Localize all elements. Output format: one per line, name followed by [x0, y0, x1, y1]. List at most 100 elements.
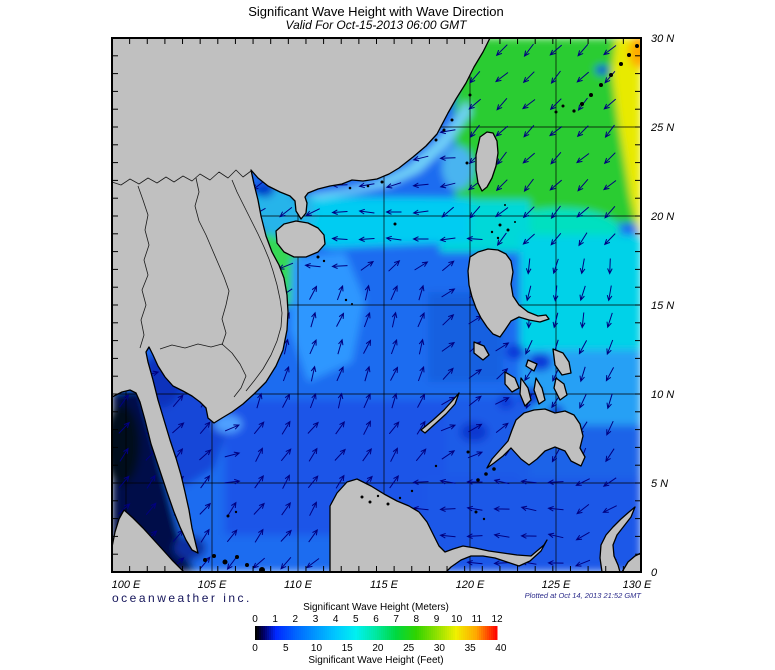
- wave-arrow: [224, 451, 241, 458]
- legend-meters-tick: 9: [434, 614, 440, 625]
- lat-label: 25 N: [650, 122, 674, 134]
- wave-arrow: [304, 263, 321, 269]
- wave-arrow: [390, 284, 398, 301]
- legend-feet-tick: 25: [403, 643, 415, 654]
- wave-arrow: [439, 182, 456, 189]
- wave-arrow: [309, 392, 317, 409]
- legend-feet-tick: 15: [342, 643, 354, 654]
- wave-arrow: [200, 474, 211, 489]
- wave-arrow: [336, 365, 344, 382]
- wave-arrow: [576, 125, 589, 138]
- wave-arrow: [310, 365, 317, 382]
- wave-arrow: [283, 338, 290, 355]
- wave-arrow: [172, 394, 184, 408]
- wave-arrow: [282, 474, 290, 489]
- wave-arrow: [552, 258, 559, 275]
- island-borneo: [329, 478, 548, 573]
- wave-arrow: [606, 339, 614, 356]
- wave-arrow: [523, 43, 534, 57]
- wave-arrow: [466, 533, 483, 539]
- wave-arrow: [607, 258, 613, 275]
- wave-arrow: [604, 124, 615, 138]
- wave-arrow: [468, 98, 482, 110]
- wave-arrow: [439, 533, 456, 539]
- legend-meters-tick: 11: [472, 614, 483, 625]
- wave-arrow: [358, 236, 375, 242]
- wave-arrow: [364, 284, 371, 301]
- legend-feet-tick: 40: [495, 643, 507, 654]
- legend-meters-tick: 3: [313, 614, 319, 625]
- wave-arrow: [335, 420, 345, 435]
- wave-arrow: [337, 338, 344, 355]
- wave-arrow: [172, 422, 185, 434]
- wave-arrow: [358, 208, 375, 215]
- wave-arrow: [550, 232, 562, 246]
- island-masbate: [525, 359, 538, 372]
- lon-label: 120 E: [456, 579, 485, 591]
- wave-arrow: [603, 233, 616, 246]
- wave-arrow: [306, 558, 320, 569]
- legend-meters-tick: 8: [414, 614, 420, 625]
- wave-arrow: [469, 205, 481, 219]
- wave-arrow: [574, 559, 591, 567]
- island-samar: [552, 348, 572, 376]
- oceanweather-credit: oceanweather inc.: [112, 591, 252, 605]
- wave-arrow: [525, 339, 533, 355]
- wave-arrow: [550, 205, 561, 219]
- wave-arrow: [364, 365, 371, 382]
- wave-arrow: [466, 236, 483, 242]
- island-sumatra: [111, 509, 185, 573]
- wave-arrow: [496, 151, 507, 165]
- wave-arrow: [522, 152, 536, 164]
- wave-arrow: [360, 260, 375, 271]
- legend-meters-tick: 0: [252, 614, 258, 625]
- legend-meters-tick: 10: [451, 614, 463, 625]
- wave-arrow: [439, 506, 456, 512]
- wave-arrow: [552, 285, 559, 302]
- wave-arrow: [440, 424, 457, 432]
- wave-arrow: [468, 368, 483, 379]
- wave-arrow: [522, 206, 535, 219]
- wave-arrow: [255, 447, 263, 462]
- wave-arrow: [388, 421, 400, 435]
- island-taiwan: [475, 131, 499, 192]
- legend-colorbar: [255, 626, 498, 640]
- wave-arrow: [253, 421, 265, 435]
- lon-label: 130 E: [623, 579, 652, 591]
- wave-arrow: [279, 207, 293, 218]
- island-mindoro: [473, 341, 490, 361]
- legend-title-meters: Significant Wave Height (Meters): [303, 602, 449, 613]
- wave-arrow: [412, 209, 429, 216]
- wave-arrow: [602, 505, 617, 513]
- wave-arrow: [363, 392, 371, 409]
- lat-label: 0: [651, 567, 658, 579]
- wave-arrow: [385, 235, 402, 242]
- wave-arrow: [579, 285, 586, 302]
- lon-label: 125 E: [542, 579, 571, 591]
- wave-arrow: [550, 151, 562, 165]
- legend-meters-tick: 4: [333, 614, 339, 625]
- wave-arrow: [577, 178, 589, 192]
- wave-arrow: [119, 447, 129, 462]
- wave-arrow: [226, 529, 238, 543]
- wave-arrow: [418, 338, 425, 355]
- wave-arrow: [439, 478, 456, 485]
- wave-arrow: [337, 392, 344, 409]
- lon-label: 110 E: [284, 579, 313, 591]
- wave-arrow: [549, 98, 562, 111]
- wave-arrow: [417, 311, 425, 328]
- wave-arrow: [576, 504, 590, 515]
- wave-arrow: [547, 506, 564, 512]
- wave-arrow: [281, 501, 291, 516]
- wave-arrow: [495, 342, 510, 352]
- wave-arrow: [522, 71, 535, 84]
- wave-arrow: [415, 448, 427, 462]
- wave-arrow: [441, 288, 456, 298]
- wave-arrow: [495, 44, 508, 57]
- legend-meters-tick: 1: [272, 614, 278, 625]
- wave-arrow: [579, 366, 586, 383]
- island-leyte: [553, 377, 568, 401]
- wave-arrow: [520, 479, 537, 485]
